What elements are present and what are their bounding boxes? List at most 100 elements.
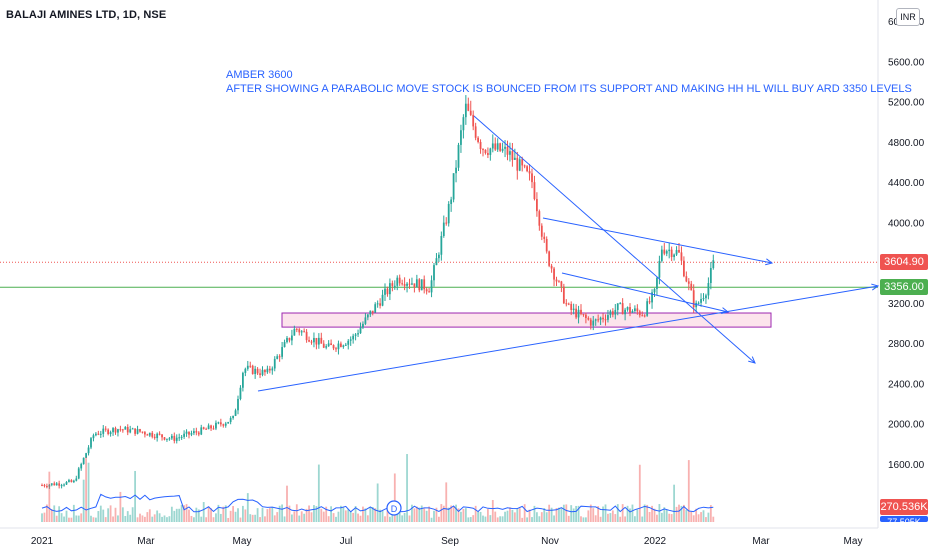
currency-badge[interactable]: INR (896, 8, 920, 26)
candle-body (641, 315, 644, 317)
x-tick-label: Jul (340, 536, 353, 547)
candle-body (624, 309, 626, 315)
x-tick-label: May (233, 536, 252, 547)
volume-bar (112, 516, 114, 522)
candle-body (656, 277, 658, 289)
volume-bar (680, 505, 683, 522)
volume-bar (585, 517, 587, 522)
volume-bar (504, 511, 506, 522)
candle-body (212, 428, 215, 430)
volume-bar (342, 507, 345, 522)
candle-body (276, 356, 279, 359)
candle-body (631, 310, 634, 313)
candle-body (700, 299, 702, 303)
candle-body (200, 427, 203, 435)
candle-body (702, 298, 705, 300)
volume-bar (587, 510, 590, 522)
volume-bar (313, 505, 315, 522)
volume-bar (330, 506, 332, 522)
volume-bar (337, 511, 340, 522)
candle-body (570, 303, 573, 310)
volume-bar (381, 510, 384, 522)
candle-body (433, 265, 435, 281)
candle-body (85, 453, 87, 458)
volume-bar (511, 509, 514, 522)
candle-body (511, 151, 514, 160)
candle-body (237, 398, 239, 411)
candle-body (180, 436, 183, 438)
volume-bar (442, 505, 445, 522)
candle-body (616, 303, 619, 310)
volume-bar (80, 513, 83, 522)
volume-bar (268, 508, 271, 522)
candle-body (384, 288, 386, 295)
volume-bar (95, 517, 97, 522)
volume-bar (359, 515, 362, 522)
candle-body (376, 303, 379, 305)
volume-bar (107, 508, 110, 522)
candle-body (411, 283, 413, 285)
volume-bar (193, 517, 195, 522)
volume-bar (53, 505, 56, 522)
candle-body (455, 167, 457, 174)
candle-body (170, 435, 173, 439)
candle-body (548, 251, 551, 266)
y-tick-label: 4000.00 (888, 218, 925, 229)
candle-body (438, 254, 440, 259)
candle-body (435, 258, 438, 266)
volume-bar (621, 504, 624, 522)
candle-body (72, 480, 75, 483)
y-tick-label: 3200.00 (888, 299, 925, 310)
volume-bar (298, 515, 301, 522)
volume-bar (215, 513, 217, 522)
candle-body (271, 368, 274, 371)
candle-body (259, 373, 261, 375)
volume-bar (46, 504, 48, 522)
candle-body (381, 294, 384, 306)
candle-body (523, 165, 526, 167)
volume-bar (50, 509, 53, 522)
y-tick-label: 2800.00 (888, 339, 925, 350)
candle-body (246, 365, 249, 369)
volume-bar (575, 505, 577, 522)
volume-bar (327, 516, 330, 522)
candle-body (335, 348, 337, 350)
volume-bar (438, 516, 440, 522)
volume-bar (178, 508, 181, 522)
candle-body (41, 485, 43, 487)
candle-body (592, 320, 595, 326)
candle-body (607, 315, 609, 320)
volume-bar (300, 511, 303, 522)
candle-body (553, 268, 555, 280)
candle-body (528, 171, 531, 174)
candle-body (707, 283, 710, 296)
candle-body (109, 432, 112, 434)
volume-bar (440, 504, 443, 522)
volume-bar (545, 512, 548, 522)
volume-bar (538, 516, 541, 522)
candle-body (95, 433, 97, 436)
candle-body (291, 335, 293, 341)
volume-bar (692, 515, 695, 522)
candle-body (580, 309, 582, 315)
candle-body (609, 311, 612, 316)
candle-body (406, 283, 408, 286)
volume-bar (562, 504, 565, 522)
candle-body (692, 290, 695, 308)
volume-bar (418, 507, 421, 522)
candle-body (634, 308, 636, 311)
candle-body (151, 432, 154, 437)
x-tick-label: Nov (541, 536, 559, 547)
candle-body (332, 345, 335, 349)
volume-bar (202, 502, 205, 522)
volume-bar (697, 514, 700, 522)
volume-bar (305, 508, 308, 522)
volume-bar (87, 462, 90, 522)
candle-body (58, 483, 61, 486)
candle-body (460, 130, 462, 145)
candle-body (513, 157, 516, 160)
volume-bar (278, 505, 281, 522)
volume-bar (168, 516, 171, 522)
